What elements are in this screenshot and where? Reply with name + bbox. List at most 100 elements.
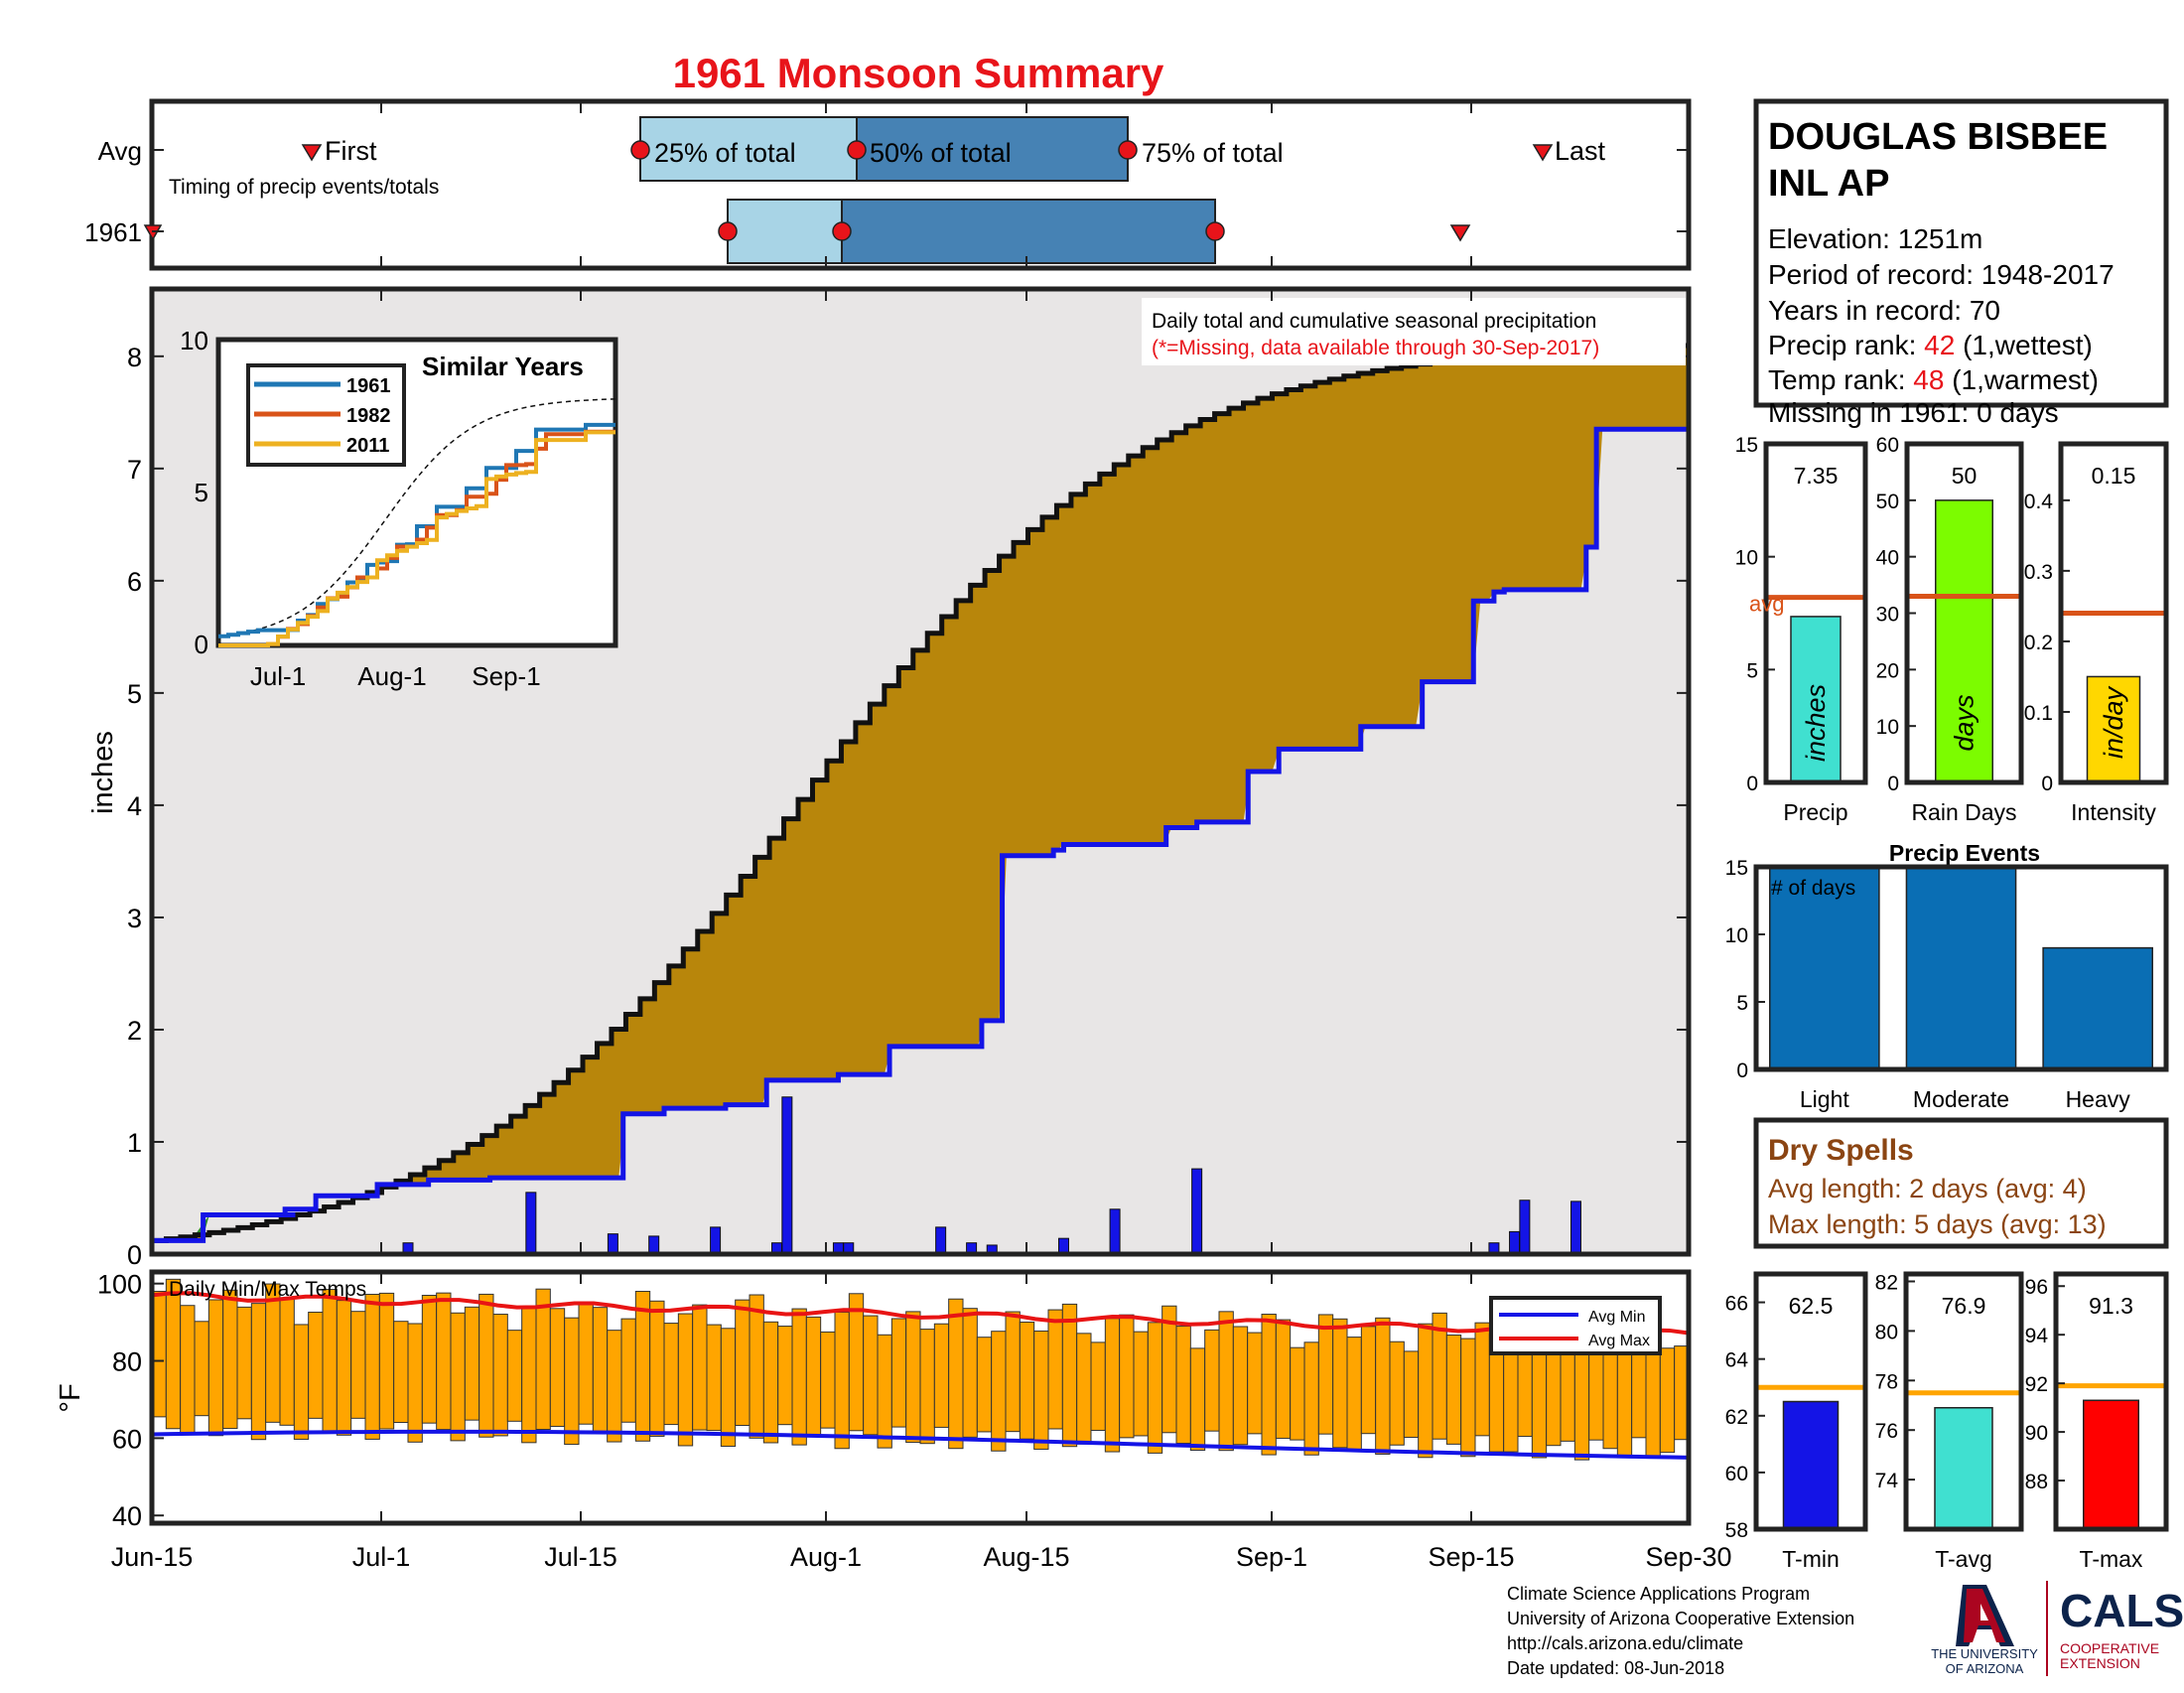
intensity-panel: 0.15 Intensity in/day 0 0.1 0.2 0.3 0.4 [2024, 441, 2169, 825]
daily-temp-bar [1346, 1337, 1362, 1452]
daily-temp-bar [222, 1289, 238, 1430]
p75-label: 75% of total [1142, 138, 1284, 168]
main-ytick-label: 0 [127, 1240, 142, 1270]
legend-avg-max: Avg Max [1588, 1333, 1650, 1349]
tmax-panel: 91.3 T-max 88 90 92 94 96 [2025, 1271, 2169, 1572]
legend-1982: 1982 [346, 405, 391, 427]
inset-avg-dashed-line [217, 398, 616, 638]
tavg-panel: 76.9 T-avg 74 76 78 80 82 [1875, 1271, 2024, 1572]
daily-precip-bar [1191, 1168, 1203, 1255]
main-ytick-label: 3 [127, 904, 142, 933]
daily-temp-bar [848, 1293, 865, 1432]
daily-temp-bar [1232, 1326, 1249, 1446]
daily-temp-bar [1104, 1318, 1121, 1453]
daily-temp-bar [706, 1324, 722, 1432]
tavg-frame [1903, 1271, 2024, 1532]
daily-temp-bar [1403, 1350, 1420, 1438]
temperature-chart: 40 60 80 100 Daily Min/Max Temps °F Avg Min… [55, 1269, 1692, 1531]
year-last-marker [1449, 224, 1471, 242]
dry-spells-avg: Avg length: 2 days (avg: 4) [1768, 1174, 2087, 1203]
temp-ytick-label: 100 [97, 1270, 142, 1300]
precip-tick-label: 15 [1735, 434, 1758, 457]
daily-temp-bar [378, 1292, 395, 1430]
tmin-tick-label: 60 [1725, 1463, 1748, 1485]
daily-temp-bar [1033, 1330, 1049, 1450]
daily-temp-bar [791, 1308, 807, 1446]
inset-xtick-jul: Jul-1 [250, 661, 306, 691]
tmax-tick-label: 94 [2025, 1325, 2049, 1347]
daily-temp-bar [1560, 1345, 1575, 1442]
footer: Climate Science Applications Program Uni… [1507, 1581, 2184, 1678]
event-bar-1 [1905, 866, 2017, 1070]
intensity-tick-label: 0.1 [2024, 702, 2053, 725]
xtick-label: Sep-1 [1236, 1542, 1307, 1572]
daily-temp-bar [820, 1331, 836, 1429]
year-25-50-box [727, 199, 843, 264]
daily-temp-bar [1189, 1347, 1206, 1452]
daily-precip-bar [1109, 1208, 1121, 1255]
daily-temp-bar [607, 1330, 622, 1443]
daily-temp-bar [1133, 1331, 1149, 1437]
intensity-tick-label: 0.3 [2024, 561, 2053, 584]
event-label: Heavy [2066, 1086, 2131, 1112]
tmax-tick-label: 96 [2025, 1276, 2048, 1299]
tavg-tick-label: 82 [1875, 1271, 1898, 1294]
daily-temp-bar [948, 1298, 964, 1450]
daily-temp-bar [762, 1321, 779, 1444]
daily-temp-bar [521, 1306, 537, 1444]
footer-line1: Climate Science Applications Program [1507, 1584, 1810, 1604]
inset-title: Similar Years [422, 352, 584, 381]
tavg-tick-label: 76 [1875, 1420, 1898, 1443]
precip-panel: 7.35 Precip inches avg 0 5 10 15 [1735, 434, 1868, 825]
station-period: Period of record: 1948-2017 [1768, 259, 2115, 290]
daily-temp-bar [207, 1299, 224, 1437]
daily-temp-bar [1659, 1347, 1676, 1454]
daily-temp-bar [165, 1278, 182, 1430]
event-bar-0 [1769, 866, 1880, 1070]
daily-temp-bar [322, 1289, 338, 1434]
daily-temp-bar [919, 1329, 935, 1445]
daily-precip-bar [1509, 1230, 1521, 1255]
daily-temp-bar [877, 1334, 892, 1449]
cals-logo-text: CALS [2060, 1585, 2184, 1636]
precip-events-chart: Precip Events Light Moderate Heavy # of day… [1725, 840, 2169, 1112]
events-frame [1753, 864, 2169, 1072]
raindays-tick-label: 20 [1876, 659, 1899, 682]
year-p75-marker [1205, 221, 1225, 241]
timing-row-year: 1961 [84, 217, 142, 247]
daily-temp-bar [749, 1294, 764, 1439]
daily-temp-bar [1076, 1333, 1092, 1445]
raindays-tick-label: 40 [1876, 547, 1899, 570]
xtick-label: Sep-15 [1428, 1542, 1514, 1572]
daily-precip-bar [1570, 1200, 1581, 1255]
raindays-tick-label: 10 [1876, 716, 1899, 739]
temp-ylabel: °F [55, 1383, 86, 1412]
daily-temp-bar [236, 1306, 252, 1420]
daily-temp-bar [279, 1297, 295, 1426]
avg-p25-marker [630, 140, 650, 160]
daily-temp-bar [265, 1283, 281, 1423]
raindays-bar [1935, 499, 1993, 783]
last-label: Last [1555, 136, 1606, 166]
daily-temp-bar [834, 1311, 850, 1450]
tavg-value: 76.9 [1942, 1293, 1986, 1319]
daily-temp-bar [1247, 1332, 1263, 1435]
inset-xtick-aug: Aug-1 [357, 661, 426, 691]
tmin-tick-label: 62 [1725, 1406, 1748, 1429]
station-name-2: INL AP [1768, 163, 1889, 205]
main-ytick-label: 6 [127, 567, 142, 597]
precip-tick-label: 10 [1735, 547, 1758, 570]
daily-temp-bar [1445, 1334, 1462, 1445]
daily-temp-bar [1218, 1311, 1234, 1452]
daily-temp-bar [1047, 1309, 1063, 1430]
daily-temp-bar [564, 1317, 580, 1446]
daily-temp-bar [677, 1313, 694, 1447]
daily-temp-bar [777, 1326, 793, 1426]
events-title: Precip Events [1889, 840, 2040, 866]
legend-2011: 2011 [346, 435, 389, 457]
temp-legend [1489, 1296, 1662, 1355]
footer-line3: http://cals.arizona.edu/climate [1507, 1633, 1743, 1653]
inset-ytick-5: 5 [195, 478, 208, 507]
xtick-label: Jul-15 [544, 1542, 617, 1572]
